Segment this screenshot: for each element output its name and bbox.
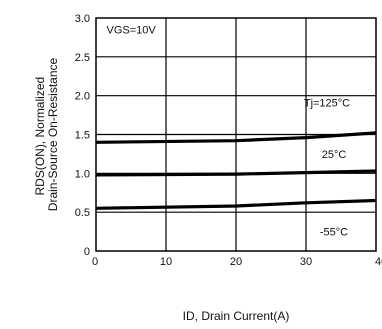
x-axis-label: ID, Drain Current(A) (183, 309, 290, 323)
series-line (95, 131, 377, 144)
series-label: Tj=125°C (304, 98, 350, 110)
y-axis-label: RDS(ON), Normalized Drain-Source On-Resi… (33, 57, 60, 211)
series-label: -55°C (320, 226, 348, 238)
y-tick-label: 0 (84, 246, 90, 258)
series-line (95, 198, 377, 210)
series-labels: Tj=125°C 25°C -55°C (304, 98, 350, 239)
y-tick-label: 1.5 (75, 130, 90, 142)
y-tick-label: 2.0 (75, 91, 90, 103)
y-tick-label: 3.0 (75, 13, 90, 25)
series-line (95, 169, 377, 177)
y-axis-label-line-1: RDS(ON), Normalized (33, 77, 47, 196)
y-tick-label: 1.0 (75, 168, 90, 180)
series-label: 25°C (322, 149, 347, 161)
x-tick-label: 10 (160, 256, 172, 268)
y-tick-label: 0.5 (75, 207, 90, 219)
y-tick-label: 2.5 (75, 52, 90, 64)
x-tick-label: 40 (375, 256, 382, 268)
y-axis-label-line-2: Drain-Source On-Resistance (46, 57, 60, 211)
tick-labels: 0 10 20 30 40 0 0.5 1.0 1.5 2.0 2.5 3.0 (75, 13, 382, 268)
x-tick-label: 0 (92, 256, 98, 268)
x-tick-label: 20 (230, 256, 242, 268)
series-lines (95, 131, 377, 210)
x-tick-label: 30 (300, 256, 312, 268)
condition-annotation: VGS=10V (107, 25, 157, 37)
